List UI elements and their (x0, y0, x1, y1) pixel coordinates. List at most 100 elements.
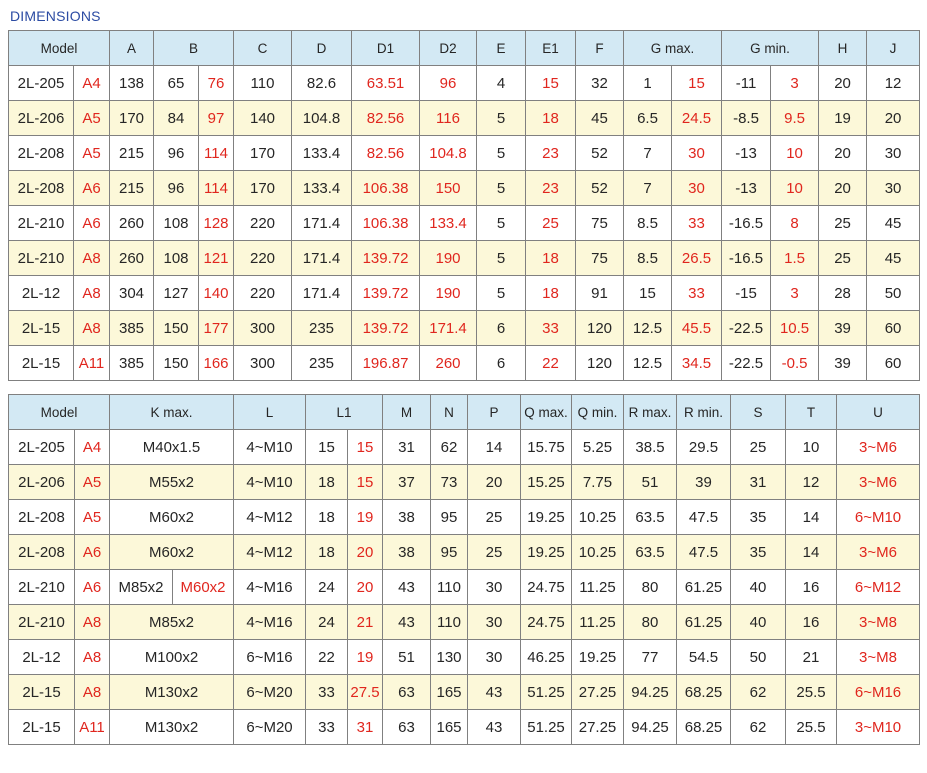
table-cell: 3 (770, 65, 820, 101)
table-row: 2L-205 A4 M40x1.5 4~M10 15 15 31 62 14 15.75 5.25 3… (8, 429, 921, 465)
table-cell: 2L-210 (8, 569, 75, 605)
table-cell: 14 (467, 429, 522, 465)
table-cell: 5 (476, 275, 527, 311)
table-cell: 24.75 (520, 604, 573, 640)
table-cell: 2L-15 (8, 709, 75, 745)
table-cell: A8 (74, 639, 110, 675)
table-cell: 4 (476, 65, 527, 101)
column-header: H (818, 30, 868, 66)
table-cell: 15 (525, 65, 577, 101)
table-cell: 50 (866, 275, 921, 311)
table-cell: 220 (233, 240, 293, 276)
table-cell: 25 (818, 205, 868, 241)
table-cell: 12 (785, 464, 838, 500)
column-header: A (109, 30, 154, 66)
table-cell: 8.5 (623, 205, 673, 241)
table-cell: 110 (430, 569, 469, 605)
table-cell: 2L-12 (8, 275, 74, 311)
table-row: 2L-15 A8 M130x2 6~M20 33 27.5 63 165 43 51.25 27.2… (8, 674, 921, 710)
table-cell: -16.5 (721, 205, 772, 241)
table-cell: 6~M20 (233, 674, 307, 710)
table-cell: M85x2 (108, 604, 235, 640)
table-cell: 30 (467, 604, 522, 640)
table-cell: 110 (233, 65, 293, 101)
table-cell: 61.25 (676, 604, 732, 640)
header-row: Model K max. L L1 M N P Q max. Q min. R max. R min… (8, 394, 921, 430)
column-header: D2 (419, 30, 478, 66)
table-row: 2L-210 A6 M85x2 M60x2 4~M16 24 20 43 110 30 24.75 1… (8, 569, 921, 605)
table-cell: 2L-208 (8, 534, 75, 570)
table-cell: 11.25 (571, 604, 625, 640)
table-cell: 165 (430, 674, 469, 710)
table-cell: 38.5 (623, 429, 678, 465)
column-header: D (291, 30, 353, 66)
table-cell: 52 (575, 170, 625, 206)
table-cell: 27.25 (571, 709, 625, 745)
table-cell: A11 (74, 709, 110, 745)
table-cell: 25 (467, 534, 522, 570)
table-row: 2L-15 A8 385 150 177 300 235 139.72 171.4 6 33 120 1… (8, 310, 921, 346)
table-cell: 75 (575, 240, 625, 276)
table-cell: 19.25 (520, 534, 573, 570)
table-cell: 27.5 (347, 674, 384, 710)
table-cell: 15.75 (520, 429, 573, 465)
table-cell: 170 (109, 100, 154, 136)
table-cell: 300 (233, 310, 293, 346)
table-cell: 140 (233, 100, 293, 136)
table-row: 2L-15 A11 M130x2 6~M20 33 31 63 165 43 51.25 27.25… (8, 709, 921, 745)
table-cell: A8 (73, 275, 110, 311)
table-cell: 63 (382, 674, 432, 710)
table-cell: 14 (785, 534, 838, 570)
table-cell: 15 (347, 464, 384, 500)
table-cell: 114 (197, 170, 235, 206)
table-cell: 18 (305, 464, 349, 500)
table-cell: 19.25 (520, 499, 573, 535)
table-cell: 300 (233, 345, 293, 381)
table-cell: 7 (623, 170, 673, 206)
table-cell: 23 (525, 170, 577, 206)
table-cell: 170 (233, 170, 293, 206)
table-cell: 15 (623, 275, 673, 311)
table-cell: 6~M10 (836, 499, 921, 535)
table-cell: 2L-205 (8, 429, 75, 465)
table-row: 2L-210 A8 260 108 121 220 171.4 139.72 190 5 18 75 8… (8, 240, 921, 276)
table-cell: A5 (74, 464, 110, 500)
table-cell: 33 (525, 310, 577, 346)
table-cell: M130x2 (108, 674, 235, 710)
table-cell: 12 (866, 65, 921, 101)
table-cell: 77 (623, 639, 678, 675)
table-cell: 170 (233, 135, 293, 171)
table-cell: -13 (721, 170, 772, 206)
table-cell: M60x2 (108, 534, 235, 570)
table-cell: 61.25 (676, 569, 732, 605)
table-cell: -15 (721, 275, 772, 311)
table-cell: 20 (818, 65, 868, 101)
table-cell: 2L-15 (8, 345, 74, 381)
table-cell: 2L-210 (8, 604, 75, 640)
table-cell: 108 (153, 240, 199, 276)
table-cell: 24.5 (671, 100, 723, 136)
table-cell: -22.5 (721, 310, 772, 346)
table-cell: 2L-210 (8, 240, 74, 276)
column-header: Q min. (571, 394, 625, 430)
table-cell: 220 (233, 205, 293, 241)
column-header: P (467, 394, 522, 430)
table-cell: 25 (730, 429, 787, 465)
table-cell: 106.38 (351, 170, 421, 206)
table-cell: 4~M16 (233, 604, 307, 640)
table-cell: 96 (419, 65, 478, 101)
table-cell: 5 (476, 170, 527, 206)
table-cell: 10 (770, 135, 820, 171)
table-cell: 171.4 (291, 205, 353, 241)
table-cell: A5 (73, 100, 110, 136)
table-cell: 82.6 (291, 65, 353, 101)
table-cell: 20 (347, 569, 384, 605)
table-cell: 76 (197, 65, 235, 101)
table-cell: 8.5 (623, 240, 673, 276)
header-row: Model A B C D D1 D2 E E1 F G max. G min. H J (8, 30, 921, 66)
table-cell: 43 (467, 674, 522, 710)
table-cell: 171.4 (291, 240, 353, 276)
table-cell: 45 (866, 240, 921, 276)
dimensions-lower-table: Model K max. L L1 M N P Q max. Q min. R max. R min… (8, 394, 921, 745)
table-cell: 35 (730, 534, 787, 570)
